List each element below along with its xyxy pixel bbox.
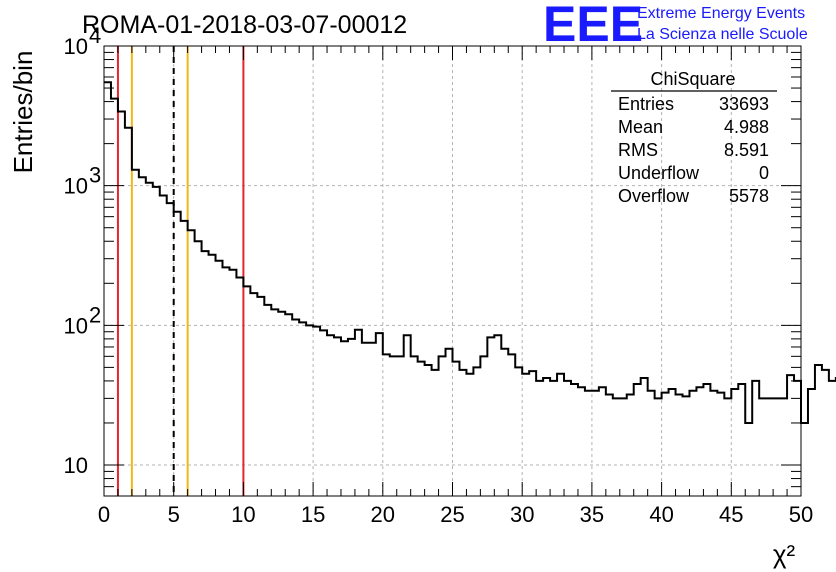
eee-logo: EEE Extreme Energy Events La Scienza nel… [543,0,808,52]
stats-label: Overflow [618,186,690,206]
x-tick-label: 35 [580,502,604,527]
stats-value: 0 [759,163,769,183]
stats-value: 5578 [729,186,769,206]
stats-box: ChiSquare Entries 33693 Mean 4.988 RMS 8.591 U… [611,69,777,206]
histogram [104,81,836,424]
x-tick-label: 5 [168,502,180,527]
stats-title: ChiSquare [650,69,735,89]
y-tick-label: 10 [64,174,88,199]
x-tick-label: 15 [301,502,325,527]
x-tick-label: 25 [440,502,464,527]
histogram-outline [104,81,836,424]
x-axis-label: χ² [773,539,796,569]
reference-lines [116,46,245,496]
ticks [103,45,802,497]
grid [104,46,801,496]
stats-label: Entries [618,94,674,114]
stats-value: 4.988 [724,117,769,137]
logo-mark: EEE [543,0,643,52]
stats-value: 8.591 [724,140,769,160]
x-tick-label: 50 [789,502,813,527]
stats-label: Underflow [618,163,700,183]
y-tick-exponent: 3 [89,163,101,188]
x-tick-label: 20 [371,502,395,527]
y-tick-label: 10 [64,34,88,59]
x-tick-label: 45 [719,502,743,527]
x-tick-labels: 0 5 10 15 20 25 30 35 40 45 50 [98,502,813,527]
logo-line-2: La Scienza nelle Scuole [637,26,808,43]
stats-label: Mean [618,117,663,137]
x-tick-label: 30 [510,502,534,527]
y-tick-exponent: 4 [89,23,101,48]
y-tick-label: 10 [64,453,88,478]
stats-rows: Entries 33693 Mean 4.988 RMS 8.591 Underflow 0 O… [618,94,769,206]
y-axis-label: Entries/bin [8,51,38,174]
stats-label: RMS [618,140,658,160]
x-tick-label: 40 [649,502,673,527]
stats-value: 33693 [719,94,769,114]
chart-title: ROMA-01-2018-03-07-00012 [82,11,407,39]
y-tick-exponent: 2 [89,302,101,327]
x-tick-label: 10 [231,502,255,527]
x-tick-label: 0 [98,502,110,527]
y-tick-label: 10 [64,313,88,338]
logo-line-1: Extreme Energy Events [637,5,805,22]
